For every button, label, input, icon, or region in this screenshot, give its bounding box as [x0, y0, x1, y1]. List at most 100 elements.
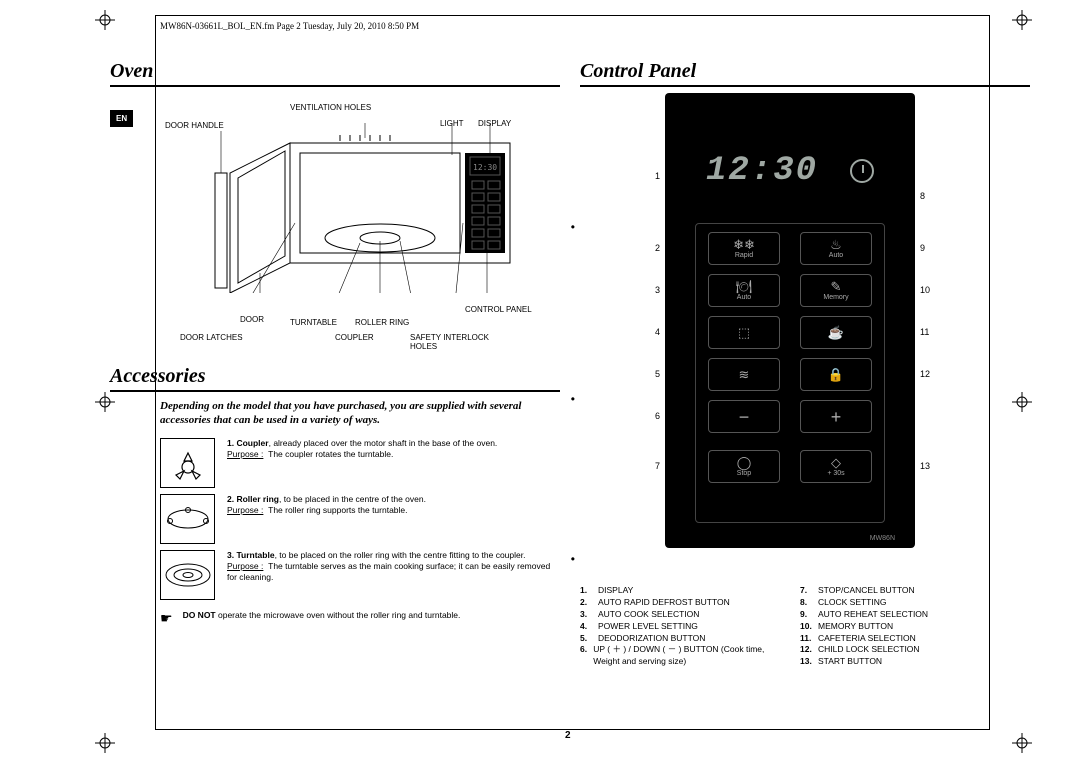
section-title-accessories: Accessories	[110, 365, 560, 392]
crop-mark	[1012, 10, 1032, 30]
callout-1: 1	[640, 171, 660, 181]
button-frame: ❄❄Rapid ♨Auto 🍽Auto ✎Memory ⬚ ☕ ≋ 🔒 − + …	[695, 223, 885, 523]
warning-note: ☛ DO NOT operate the microwave oven with…	[160, 610, 560, 627]
accessory-row: 2. Roller ring, to be placed in the cent…	[160, 494, 560, 544]
auto-reheat-button[interactable]: ♨Auto	[800, 232, 872, 265]
warning-text: operate the microwave oven without the r…	[216, 610, 461, 620]
svg-text:12:30: 12:30	[473, 163, 497, 172]
label-door: DOOR	[240, 315, 264, 324]
accessory-row: 1. Coupler, already placed over the moto…	[160, 438, 560, 488]
right-column: Control Panel 12:30 ❄❄Rapid ♨Auto 🍽Auto …	[580, 60, 1030, 668]
label-control-panel: CONTROL PANEL	[465, 305, 532, 314]
power-level-button[interactable]: ⬚	[708, 316, 780, 349]
deodorization-button[interactable]: ≋	[708, 358, 780, 391]
turntable-icon	[160, 550, 215, 600]
purpose-label: Purpose :	[227, 505, 263, 515]
acc-num: 3.	[227, 550, 234, 560]
label-display: DISPLAY	[478, 119, 511, 128]
accessories-intro: Depending on the model that you have pur…	[160, 400, 560, 428]
legend: 1.DISPLAY 2.AUTO RAPID DEFROST BUTTON 3.…	[580, 585, 1030, 668]
crop-mark	[95, 10, 115, 30]
label-door-latches: DOOR LATCHES	[180, 333, 243, 342]
purpose-text: The roller ring supports the turntable.	[268, 505, 407, 515]
panel-display: 12:30	[700, 143, 880, 198]
control-panel-diagram: 12:30 ❄❄Rapid ♨Auto 🍽Auto ✎Memory ⬚ ☕ ≋ …	[580, 93, 1030, 583]
oven-diagram: 12:30	[160, 93, 560, 343]
legend-text: AUTO REHEAT SELECTION	[818, 609, 928, 621]
label-vent: VENTILATION HOLES	[290, 103, 371, 112]
callout-7: 7	[640, 461, 660, 471]
file-path: MW86N-03661L_BOL_EN.fm Page 2 Tuesday, J…	[160, 21, 419, 31]
acc-desc: , to be placed in the centre of the oven…	[279, 494, 426, 504]
legend-text: AUTO COOK SELECTION	[598, 609, 699, 621]
callout-13: 13	[920, 461, 940, 471]
acc-num: 2.	[227, 494, 234, 504]
start-button[interactable]: ◇+ 30s	[800, 450, 872, 483]
callout-4: 4	[640, 327, 660, 337]
section-title-control-panel: Control Panel	[580, 60, 1030, 87]
up-button[interactable]: +	[800, 400, 872, 433]
callout-10: 10	[920, 285, 940, 295]
label-roller-ring: ROLLER RING	[355, 318, 409, 327]
rapid-defrost-button[interactable]: ❄❄Rapid	[708, 232, 780, 265]
acc-num: 1.	[227, 438, 234, 448]
warning-bold: DO NOT	[183, 610, 216, 620]
acc-name: Coupler	[236, 438, 268, 448]
roller-ring-icon	[160, 494, 215, 544]
coupler-icon	[160, 438, 215, 488]
child-lock-button[interactable]: 🔒	[800, 358, 872, 391]
purpose-label: Purpose :	[227, 561, 263, 571]
auto-cook-button[interactable]: 🍽Auto	[708, 274, 780, 307]
legend-col-left: 1.DISPLAY 2.AUTO RAPID DEFROST BUTTON 3.…	[580, 585, 770, 668]
accessory-row: 3. Turntable, to be placed on the roller…	[160, 550, 560, 600]
acc-name: Roller ring	[236, 494, 279, 504]
acc-desc: , to be placed on the roller ring with t…	[275, 550, 526, 560]
callout-12: 12	[920, 369, 940, 379]
legend-text: UP ( ＋ ) / DOWN ( － ) BUTTON (Cook time,…	[593, 644, 770, 668]
accessory-text: 3. Turntable, to be placed on the roller…	[227, 550, 560, 600]
purpose-label: Purpose :	[227, 449, 263, 459]
callout-3: 3	[640, 285, 660, 295]
label-light: LIGHT	[440, 119, 464, 128]
legend-text: START BUTTON	[818, 656, 882, 668]
left-column: Oven 12:30	[110, 60, 560, 668]
purpose-text: The coupler rotates the turntable.	[268, 449, 393, 459]
accessory-text: 1. Coupler, already placed over the moto…	[227, 438, 560, 488]
crop-mark	[1012, 733, 1032, 753]
label-door-handle: DOOR HANDLE	[165, 121, 224, 130]
page-number: 2	[565, 730, 571, 741]
acc-desc: , already placed over the motor shaft in…	[269, 438, 498, 448]
label-turntable: TURNTABLE	[290, 318, 337, 327]
callout-8: 8	[920, 191, 940, 201]
callout-6: 6	[640, 411, 660, 421]
pointer-icon: ☛	[160, 610, 173, 627]
section-title-oven: Oven	[110, 60, 560, 87]
display-time: 12:30	[706, 152, 818, 190]
legend-text: AUTO RAPID DEFROST BUTTON	[598, 597, 730, 609]
legend-text: MEMORY BUTTON	[818, 621, 893, 633]
callout-2: 2	[640, 243, 660, 253]
label-coupler: COUPLER	[335, 333, 374, 342]
legend-text: STOP/CANCEL BUTTON	[818, 585, 915, 597]
acc-name: Turntable	[236, 550, 274, 560]
stop-button[interactable]: ◯Stop	[708, 450, 780, 483]
label-safety: SAFETY INTERLOCK HOLES	[410, 333, 510, 351]
legend-col-right: 7.STOP/CANCEL BUTTON 8.CLOCK SETTING 9.A…	[800, 585, 990, 668]
callout-5: 5	[640, 369, 660, 379]
panel-body: 12:30 ❄❄Rapid ♨Auto 🍽Auto ✎Memory ⬚ ☕ ≋ …	[665, 93, 915, 548]
legend-text: POWER LEVEL SETTING	[598, 621, 698, 633]
down-button[interactable]: −	[708, 400, 780, 433]
legend-text: CLOCK SETTING	[818, 597, 886, 609]
clock-icon	[850, 159, 874, 183]
callout-11: 11	[920, 327, 940, 337]
legend-text: CAFETERIA SELECTION	[818, 633, 916, 645]
callout-9: 9	[920, 243, 940, 253]
memory-button[interactable]: ✎Memory	[800, 274, 872, 307]
legend-text: DISPLAY	[598, 585, 633, 597]
crop-mark	[95, 733, 115, 753]
accessory-text: 2. Roller ring, to be placed in the cent…	[227, 494, 560, 544]
model-label: MW86N	[870, 535, 895, 542]
legend-text: CHILD LOCK SELECTION	[818, 644, 920, 656]
purpose-text: The turntable serves as the main cooking…	[227, 561, 550, 582]
cafeteria-button[interactable]: ☕	[800, 316, 872, 349]
